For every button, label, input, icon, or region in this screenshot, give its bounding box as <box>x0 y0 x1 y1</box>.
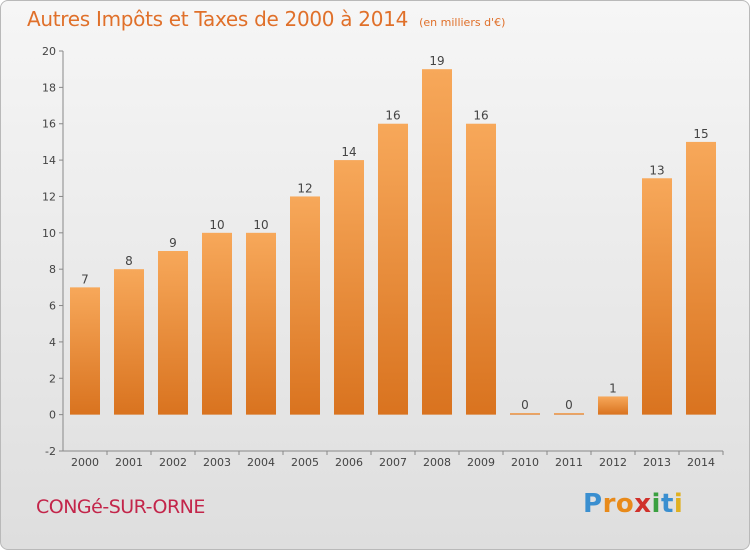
x-tick-label: 2008 <box>423 456 451 469</box>
x-tick-label: 2006 <box>335 456 363 469</box>
logo-letter: i <box>651 489 661 519</box>
y-tick-label: 16 <box>42 118 56 131</box>
logo-letter: o <box>615 489 635 519</box>
bar-value-label: 0 <box>521 398 529 412</box>
y-tick-label: -2 <box>45 445 56 458</box>
bar-value-label: 0 <box>565 398 573 412</box>
x-tick-label: 2007 <box>379 456 407 469</box>
bar-value-label: 13 <box>649 163 664 177</box>
bar <box>422 69 452 415</box>
x-tick-label: 2013 <box>643 456 671 469</box>
bar <box>202 232 232 415</box>
bar <box>510 413 540 415</box>
bar <box>466 123 496 415</box>
bar-value-label: 8 <box>125 254 133 268</box>
logo-letter: r <box>602 489 616 519</box>
bar <box>334 160 364 415</box>
logo-letter: i <box>673 489 684 519</box>
x-tick-label: 2012 <box>599 456 627 469</box>
bar <box>598 396 628 415</box>
x-tick-label: 2010 <box>511 456 539 469</box>
x-tick-label: 2004 <box>247 456 275 469</box>
logo-letter: t <box>660 489 674 519</box>
y-tick-label: 12 <box>42 190 56 203</box>
x-tick-label: 2005 <box>291 456 319 469</box>
x-tick-label: 2003 <box>203 456 231 469</box>
bar-value-label: 19 <box>429 54 444 68</box>
y-tick-label: 14 <box>42 154 56 167</box>
y-tick-label: 4 <box>49 336 56 349</box>
bar-value-label: 10 <box>253 218 268 232</box>
bar-value-label: 14 <box>341 145 356 159</box>
bar-value-label: 9 <box>169 236 177 250</box>
bar <box>554 413 584 415</box>
y-tick-label: 6 <box>49 300 56 313</box>
bar-value-label: 16 <box>385 109 400 123</box>
bar-value-label: 16 <box>473 109 488 123</box>
y-tick-label: 2 <box>49 372 56 385</box>
bar <box>158 251 188 415</box>
bar-value-label: 10 <box>209 218 224 232</box>
bar <box>70 287 100 415</box>
commune-name: CONGé-SUR-ORNE <box>36 496 205 518</box>
chart-unit-text: (en milliers d'€) <box>419 16 506 29</box>
bar <box>378 123 408 415</box>
bar-value-label: 15 <box>693 127 708 141</box>
y-tick-label: 20 <box>42 45 56 58</box>
x-tick-label: 2009 <box>467 456 495 469</box>
y-tick-label: 10 <box>42 227 56 240</box>
y-tick-label: 8 <box>49 263 56 276</box>
x-tick-label: 2002 <box>159 456 187 469</box>
bar <box>642 178 672 415</box>
x-tick-label: 2000 <box>71 456 99 469</box>
x-tick-label: 2014 <box>687 456 715 469</box>
bars: 7 8 9 10 10 12 14 16 19 16 0 0 1 13 15 <box>70 54 716 415</box>
bar <box>686 141 716 415</box>
bar <box>114 269 144 415</box>
chart-title-text: Autres Impôts et Taxes de 2000 à 2014 <box>27 7 408 31</box>
bar-value-label: 1 <box>609 381 617 395</box>
proxiti-logo: Proxiti <box>583 489 683 519</box>
x-tick-label: 2001 <box>115 456 143 469</box>
chart-title: Autres Impôts et Taxes de 2000 à 2014 (e… <box>27 7 505 31</box>
x-tick-label: 2011 <box>555 456 583 469</box>
bar-value-label: 7 <box>81 272 89 286</box>
bar-value-label: 12 <box>297 181 312 195</box>
logo-letter: x <box>634 489 652 519</box>
y-tick-label: 18 <box>42 81 56 94</box>
bar <box>246 232 276 415</box>
y-axis: -2 0 2 4 6 8 10 12 14 16 18 20 <box>42 45 64 458</box>
bar <box>290 196 320 415</box>
x-axis: 2000 2001 2002 2003 2004 2005 2006 2007 2008 2009… <box>63 450 724 469</box>
y-tick-label: 0 <box>49 409 56 422</box>
logo-letter: P <box>583 489 603 519</box>
